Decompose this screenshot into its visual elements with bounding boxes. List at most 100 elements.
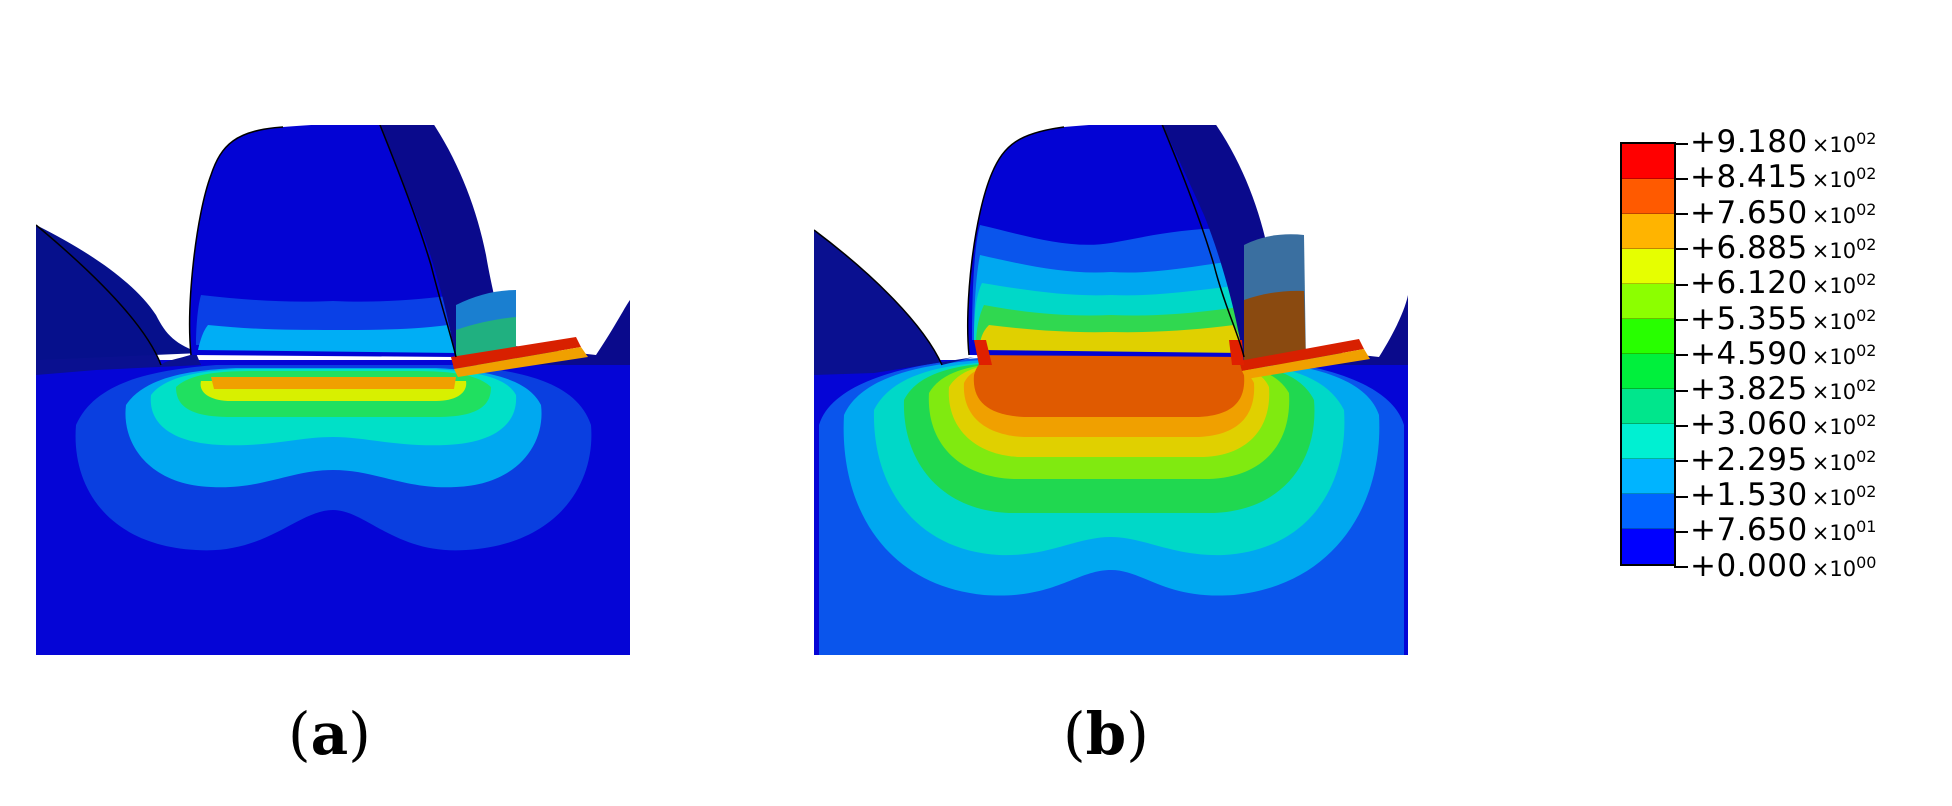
caption-a-close-paren: ) — [348, 700, 371, 768]
legend-exponent: ×1002 — [1811, 342, 1877, 369]
legend-times-ten: ×10 — [1811, 521, 1857, 546]
right-tooth-contact-line-red — [1239, 339, 1364, 371]
left-tooth-shadow — [36, 225, 201, 360]
legend-swatch — [1622, 529, 1674, 564]
legend-mantissa: +9.180 — [1690, 124, 1808, 160]
right-tooth-contact-line-orange — [1242, 349, 1370, 379]
legend-tick — [1674, 495, 1688, 498]
right-tooth-contact-line-orange — [454, 347, 588, 377]
legend-tick — [1674, 566, 1688, 569]
legend-exponent: ×1002 — [1811, 448, 1877, 475]
panel-a-stress-plot — [36, 125, 630, 655]
legend-exponent: ×1001 — [1811, 519, 1877, 546]
legend-color-bar — [1620, 142, 1676, 566]
legend-swatch — [1622, 249, 1674, 284]
legend-exponent-digits: 02 — [1856, 234, 1877, 254]
legend-tick — [1674, 460, 1688, 463]
panel-b-stress-plot — [814, 125, 1408, 655]
legend-exponent: ×1000 — [1811, 554, 1877, 581]
legend-exponent: ×1002 — [1811, 307, 1877, 334]
central-tooth — [189, 125, 466, 357]
right-tooth-contact-line-red — [451, 337, 581, 369]
left-tooth-dark — [814, 230, 974, 375]
legend-exponent-digits: 02 — [1856, 340, 1877, 360]
legend-exponent-digits: 02 — [1856, 199, 1877, 219]
legend-label: +3.825 ×1002 — [1674, 374, 1877, 405]
right-tooth-face-warm2 — [1244, 290, 1306, 365]
legend-times-ten: ×10 — [1811, 556, 1857, 581]
central-tooth-root-band2 — [198, 325, 456, 353]
legend-swatch — [1622, 494, 1674, 529]
legend-exponent-digits: 02 — [1856, 376, 1877, 396]
caption-b-open-paren: ( — [1063, 700, 1086, 768]
tooth-outline — [36, 125, 457, 366]
legend-exponent: ×1002 — [1811, 413, 1877, 440]
legend-times-ten: ×10 — [1811, 380, 1857, 405]
legend-swatch — [1622, 389, 1674, 424]
legend-mantissa: +2.295 — [1690, 441, 1808, 478]
legend-tick — [1674, 319, 1688, 321]
legend-times-ten: ×10 — [1811, 450, 1857, 475]
legend-exponent-digits: 02 — [1856, 482, 1877, 501]
caption-b: (b) — [1063, 700, 1149, 768]
legend-tick — [1674, 213, 1688, 216]
legend-mantissa: +6.885 — [1690, 229, 1808, 266]
legend-exponent: ×1002 — [1812, 272, 1877, 298]
legend-mantissa: +8.415 — [1690, 159, 1808, 196]
legend-tick — [1674, 142, 1688, 145]
legend-tick — [1674, 177, 1688, 180]
caption-a-letter: a — [310, 700, 349, 768]
legend-mantissa: +4.590 — [1690, 335, 1808, 372]
legend-swatch — [1622, 424, 1674, 459]
caption-a: (a) — [288, 700, 371, 768]
legend-label: +4.590 ×1002 — [1674, 335, 1877, 372]
caption-b-letter: b — [1085, 700, 1127, 768]
legend-label: +2.295 ×1002 — [1674, 441, 1877, 478]
legend-swatch — [1622, 214, 1674, 249]
legend-mantissa: +5.355 — [1690, 300, 1808, 337]
legend-exponent: ×1002 — [1811, 201, 1877, 228]
right-tooth-dark — [379, 125, 630, 365]
legend-label: +7.650 ×1002 — [1674, 194, 1877, 231]
legend-exponent: ×1002 — [1811, 131, 1877, 157]
legend-tick — [1674, 248, 1688, 251]
legend-exponent: ×1002 — [1812, 484, 1877, 510]
panel-b-contour-svg — [814, 125, 1408, 655]
legend-exponent-digits: 02 — [1856, 164, 1877, 184]
legend-mantissa: +7.650 — [1690, 194, 1808, 231]
legend-times-ten: ×10 — [1811, 168, 1857, 193]
panel-a-contour-svg — [36, 125, 630, 655]
legend-exponent-digits: 02 — [1856, 411, 1877, 431]
legend-label: +7.650 ×1001 — [1674, 515, 1877, 546]
legend-label: +0.000 ×1000 — [1674, 547, 1877, 584]
legend-exponent-digits: 02 — [1856, 270, 1877, 290]
legend-tick — [1674, 389, 1688, 392]
legend-tick — [1674, 354, 1688, 357]
central-tooth-band-yellow — [979, 325, 1244, 353]
legend-swatch — [1622, 354, 1674, 389]
legend-exponent: ×1002 — [1811, 378, 1877, 405]
legend-times-ten: ×10 — [1811, 133, 1857, 157]
legend-tick — [1674, 424, 1688, 427]
legend-mantissa: +0.000 — [1690, 547, 1808, 584]
legend-exponent-digits: 02 — [1856, 305, 1877, 325]
legend-swatch — [1622, 459, 1674, 494]
legend-mantissa: +6.120 — [1690, 265, 1808, 302]
legend-label: +3.060 ×1002 — [1674, 409, 1877, 440]
legend-label: +9.180 ×1002 — [1674, 124, 1877, 160]
legend-label: +5.355 ×1002 — [1674, 300, 1877, 337]
legend-label: +8.415 ×1002 — [1674, 159, 1877, 196]
legend-label: +6.885 ×1002 — [1674, 229, 1877, 266]
legend-swatch — [1622, 284, 1674, 319]
legend-exponent-digits: 00 — [1856, 552, 1877, 572]
legend-label: +1.530 ×1002 — [1674, 480, 1877, 511]
legend-times-ten: ×10 — [1811, 415, 1857, 440]
legend-times-ten: ×10 — [1811, 344, 1857, 369]
legend-times-ten: ×10 — [1811, 309, 1857, 334]
legend-tick — [1674, 530, 1688, 533]
right-tooth-dark — [1162, 125, 1408, 365]
legend-times-ten: ×10 — [1811, 203, 1857, 228]
legend-exponent-digits: 02 — [1856, 446, 1877, 466]
legend-exponent-digits: 01 — [1856, 517, 1877, 537]
legend-exponent-digits: 02 — [1856, 129, 1877, 148]
